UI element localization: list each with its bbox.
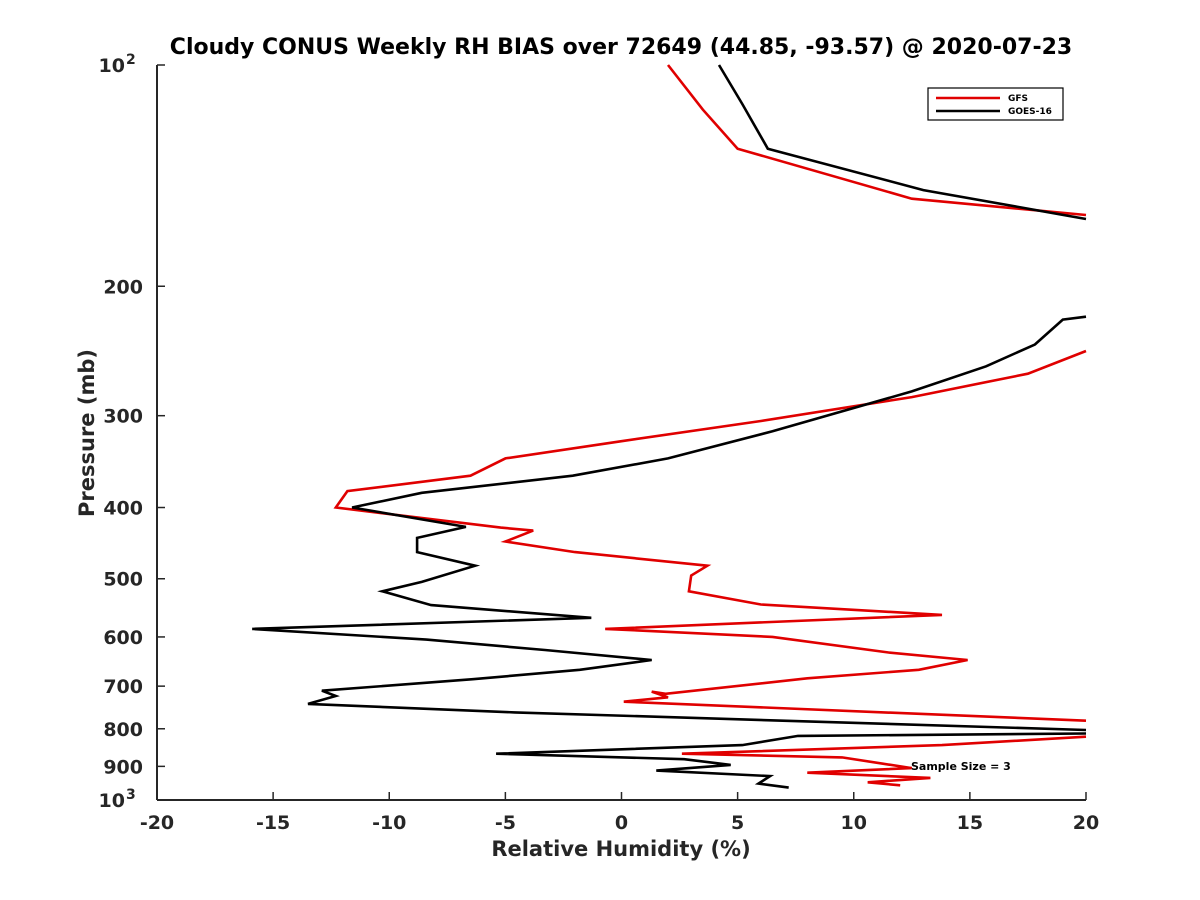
x-tick-label: 20 (1073, 812, 1099, 834)
series-line-gfs-3 (681, 735, 1087, 787)
x-tick-label: 15 (957, 812, 983, 834)
series-line-gfs-1 (666, 64, 1087, 217)
x-tick-label: -5 (495, 812, 516, 834)
x-axis-title: Relative Humidity (%) (491, 837, 750, 861)
y-tick-label: 700 (103, 676, 143, 698)
y-tick-label-exponent: 2 (126, 52, 136, 68)
x-tick-label: 0 (615, 812, 628, 834)
legend-label-goes16: GOES-16 (1008, 107, 1052, 117)
series-line-goes16-3 (496, 732, 1087, 789)
y-tick-label: 900 (103, 756, 143, 778)
series-line-gfs-2 (333, 349, 1087, 722)
legend-label-gfs: GFS (1008, 94, 1028, 104)
y-tick-label: 500 (103, 569, 143, 591)
x-tick-label: -20 (140, 812, 174, 834)
y-tick-label: 600 (103, 627, 143, 649)
x-tick-label: 10 (841, 812, 867, 834)
sample-size-annotation: Sample Size = 3 (911, 760, 1011, 773)
y-tick-label: 300 (103, 406, 143, 428)
legend-box (927, 87, 1064, 121)
legend: GFS GOES-16 (927, 87, 1064, 121)
x-tick-label: -10 (372, 812, 406, 834)
y-tick-label: 400 (103, 498, 143, 520)
y-tick-label: 200 (103, 276, 143, 298)
x-tick-label: 5 (731, 812, 744, 834)
y-tick-label: 800 (103, 719, 143, 741)
series-line-goes16-2 (252, 315, 1087, 732)
y-axis-title: Pressure (mb) (75, 349, 99, 517)
chart-title: Cloudy CONUS Weekly RH BIAS over 72649 (… (170, 35, 1072, 60)
y-tick-label: 10 (99, 55, 125, 77)
y-tick-label-exponent: 3 (126, 787, 136, 803)
y-tick-label: 10 (99, 790, 125, 812)
series-line-goes16-1 (717, 64, 1087, 221)
series-layer (252, 64, 1087, 789)
x-tick-label: -15 (256, 812, 290, 834)
